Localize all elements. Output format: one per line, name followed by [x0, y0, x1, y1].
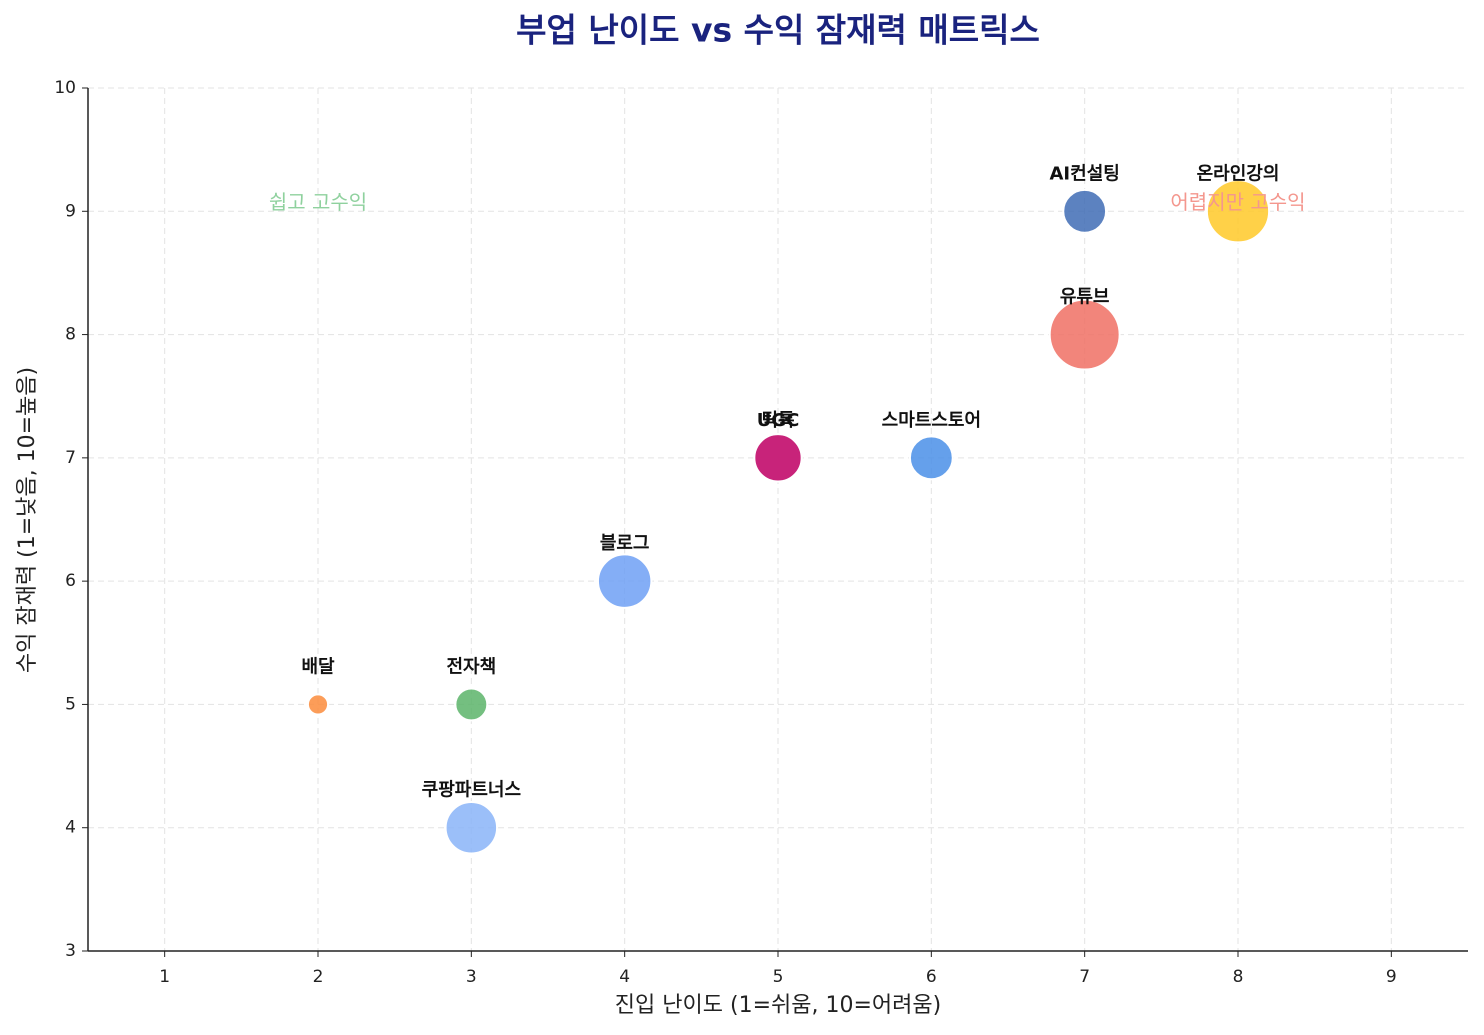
- bubble: [444, 800, 499, 855]
- y-tick-label: 10: [54, 78, 76, 98]
- x-tick-label: 4: [619, 967, 630, 987]
- x-tick-label: 8: [1233, 967, 1244, 987]
- point-label: 쿠팡파트너스: [422, 780, 521, 801]
- point-label: 틱톡: [761, 410, 794, 431]
- point-label: 블로그: [600, 533, 650, 554]
- bubble: [454, 687, 489, 722]
- bubble: [306, 693, 330, 716]
- annotation: 쉽고 고수익: [269, 190, 367, 214]
- bubble: [1205, 179, 1271, 244]
- y-tick-label: 7: [65, 448, 76, 468]
- point-label: 전자책: [446, 656, 496, 677]
- point-label: 온라인강의: [1197, 163, 1280, 184]
- bubble: [1062, 188, 1108, 234]
- bubble: [1048, 298, 1121, 371]
- x-tick-label: 9: [1386, 967, 1397, 987]
- x-tick-label: 2: [313, 967, 324, 987]
- y-tick-label: 6: [65, 571, 76, 591]
- y-tick-label: 8: [65, 325, 76, 345]
- x-tick-label: 7: [1079, 967, 1090, 987]
- bubble: [753, 433, 803, 483]
- x-tick-label: 6: [926, 967, 937, 987]
- annotation: 어렵지만 고수익: [1170, 190, 1305, 214]
- point-label: UGC: [757, 410, 800, 431]
- point-label: 배달: [301, 656, 335, 677]
- x-tick-label: 1: [159, 967, 170, 987]
- point-label: 유튜브: [1060, 287, 1110, 308]
- y-tick-label: 9: [65, 201, 76, 221]
- y-tick-label: 5: [65, 694, 76, 714]
- point-label: 스마트스토어: [882, 410, 981, 431]
- bubble: [908, 435, 954, 481]
- y-tick-label: 3: [65, 941, 76, 961]
- y-tick-label: 4: [65, 818, 76, 838]
- chart-title: 부업 난이도 vs 수익 잠재력 매트릭스: [516, 11, 1040, 50]
- bubble: [596, 553, 653, 609]
- point-label: AI컨설팅: [1050, 163, 1120, 184]
- x-axis-label: 진입 난이도 (1=쉬움, 10=어려움): [615, 993, 941, 1018]
- x-tick-label: 3: [466, 967, 477, 987]
- y-axis-label: 수익 잠재력 (1=낮음, 10=높음): [15, 367, 40, 673]
- x-tick-label: 5: [773, 967, 784, 987]
